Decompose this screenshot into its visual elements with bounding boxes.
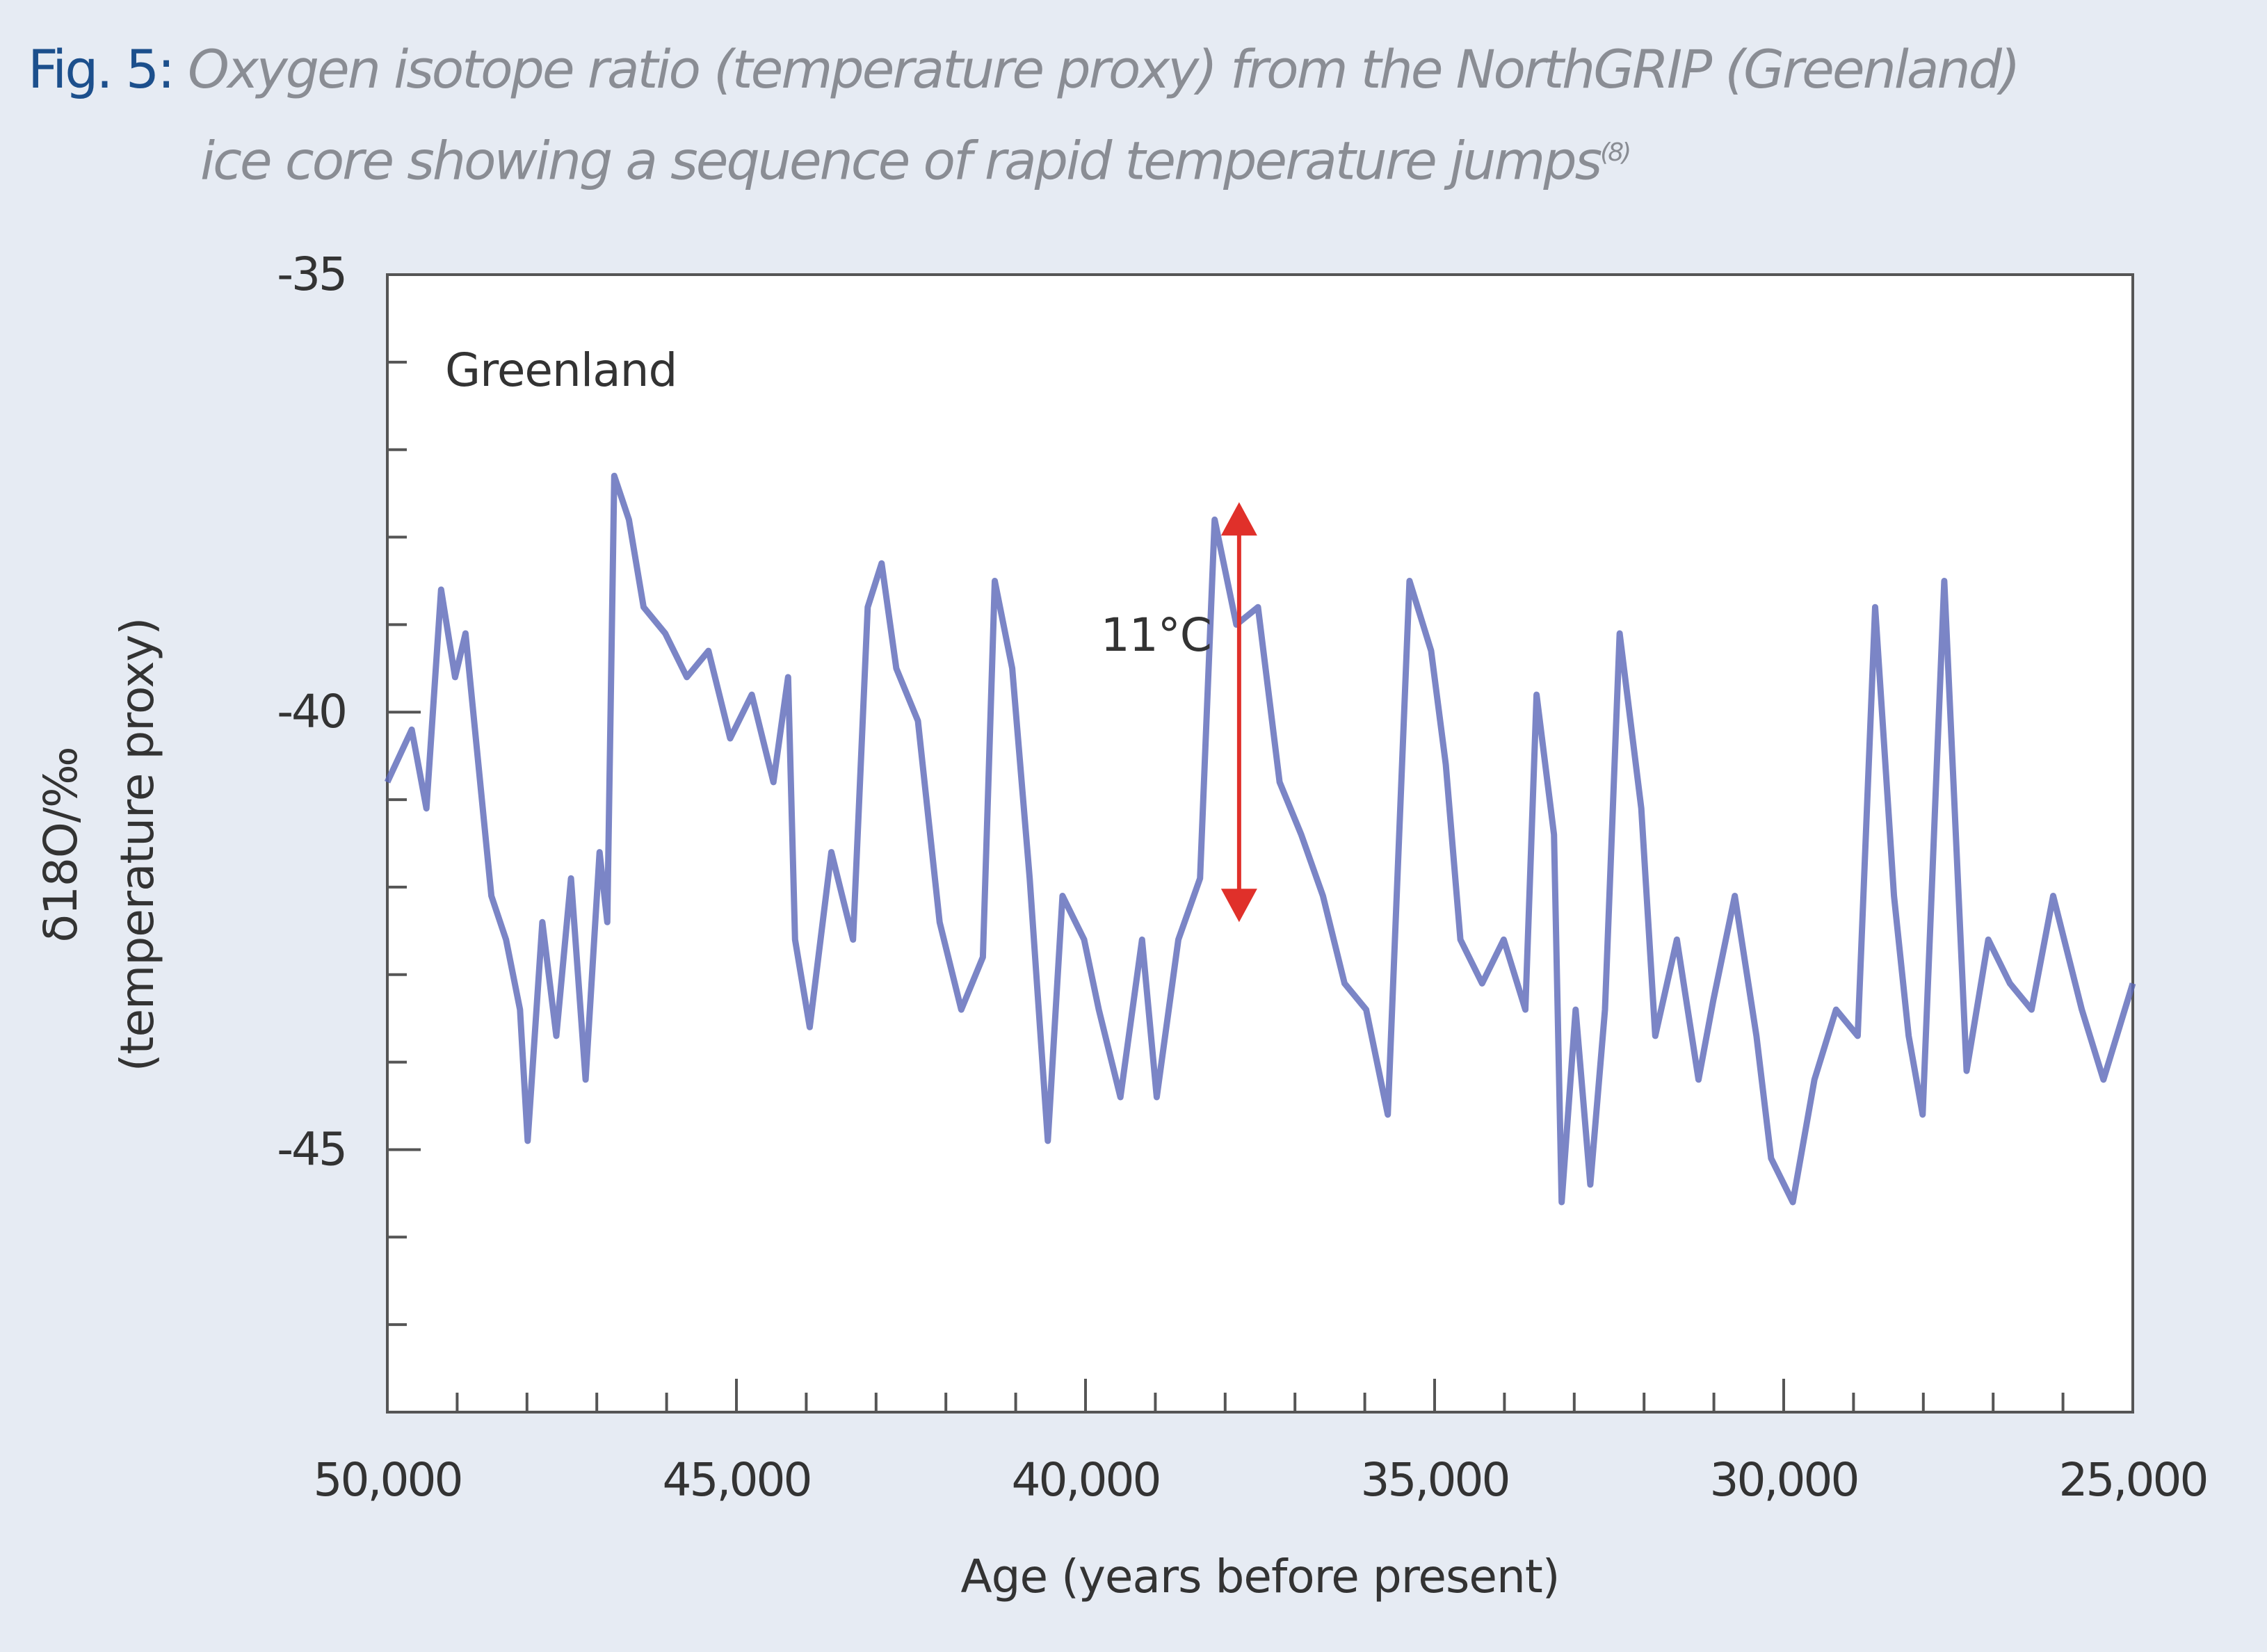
figure-label: Fig. 5: <box>28 38 175 100</box>
y-tick-label: -40 <box>277 685 346 738</box>
series-line <box>384 472 2136 1206</box>
annotation-arrow-head-down <box>1220 889 1257 923</box>
y-tick-label: -45 <box>277 1122 346 1176</box>
figure-caption: Fig. 5: Oxygen isotope ratio (temperatur… <box>28 28 2021 202</box>
legend-label-greenland: Greenland <box>445 343 677 397</box>
y-tick-label: -35 <box>277 248 346 301</box>
x-tick-label: 25,000 <box>2059 1453 2207 1507</box>
x-tick-label: 40,000 <box>1012 1453 1160 1507</box>
annotation-arrow-head-up <box>1220 502 1257 536</box>
y-axis-label-line-1: δ18O/‰ <box>34 747 88 942</box>
plot-area <box>386 273 2134 1414</box>
caption-line-2: ice core showing a sequence of rapid tem… <box>200 129 1602 192</box>
x-tick-label: 50,000 <box>314 1453 462 1507</box>
x-tick-label: 30,000 <box>1710 1453 1858 1507</box>
x-axis-label: Age (years before present) <box>960 1550 1559 1603</box>
caption-reference: (8) <box>1600 138 1631 167</box>
y-axis-label-line-2: (temperature proxy) <box>111 618 164 1071</box>
caption-line-1: Oxygen isotope ratio (temperature proxy)… <box>188 38 2021 100</box>
x-tick-label: 35,000 <box>1361 1453 1509 1507</box>
x-tick-label: 45,000 <box>663 1453 811 1507</box>
annotation-label: 11°C <box>1101 608 1211 662</box>
